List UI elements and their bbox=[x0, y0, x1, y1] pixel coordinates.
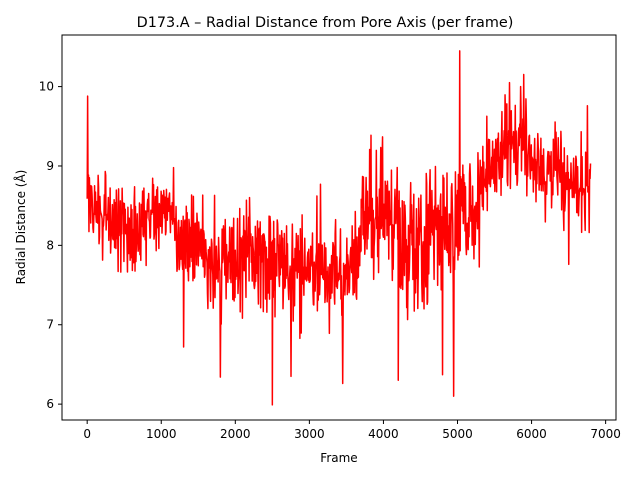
x-axis-label: Frame bbox=[320, 451, 357, 465]
chart-title: D173.A – Radial Distance from Pore Axis … bbox=[137, 15, 514, 31]
y-tick-label: 8 bbox=[46, 238, 54, 252]
x-tick-label: 6000 bbox=[516, 427, 547, 441]
series-line bbox=[86, 50, 592, 406]
y-axis: 6 7 8 9 10 bbox=[39, 80, 62, 411]
y-tick-label: 6 bbox=[46, 397, 54, 411]
plot-frame bbox=[61, 34, 617, 421]
series-line-group bbox=[86, 50, 592, 406]
y-tick-label: 9 bbox=[46, 159, 54, 173]
x-tick-label: 7000 bbox=[590, 427, 621, 441]
x-tick-label: 1000 bbox=[146, 427, 177, 441]
y-tick-label: 10 bbox=[39, 80, 54, 94]
x-axis: 0 1000 2000 3000 4000 5000 6000 7000 bbox=[83, 420, 621, 441]
y-tick-label: 7 bbox=[46, 318, 54, 332]
x-tick-label: 2000 bbox=[220, 427, 251, 441]
x-tick-label: 4000 bbox=[368, 427, 399, 441]
x-tick-label: 0 bbox=[83, 427, 91, 441]
y-axis-label: Radial Distance (Å) bbox=[13, 170, 28, 285]
x-tick-label: 5000 bbox=[442, 427, 473, 441]
x-tick-label: 3000 bbox=[294, 427, 325, 441]
